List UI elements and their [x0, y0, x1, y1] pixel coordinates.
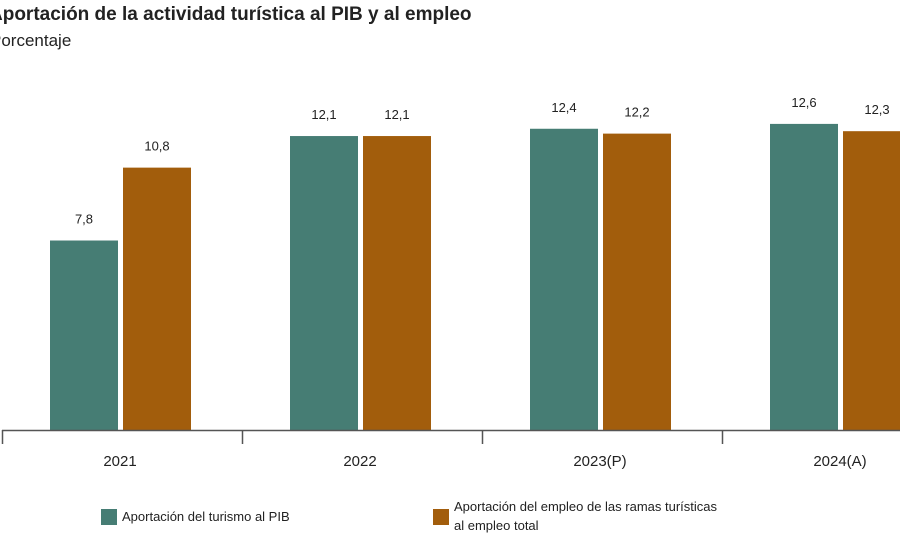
x-tick-label: 2022 [343, 453, 376, 470]
data-label: 12,1 [384, 107, 409, 122]
data-label: 12,2 [624, 105, 649, 120]
bar-chart: 7,8 10,8 2021 12,1 12,1 2022 12,4 12,2 2023(P) 12… [1, 95, 900, 470]
legend-swatch-pib [101, 509, 117, 525]
data-label: 12,3 [864, 102, 889, 117]
bar-2024(A)-empleo [843, 131, 900, 430]
bar-2024(A)-pib [770, 123, 838, 430]
x-tick-label: 2021 [103, 453, 136, 470]
x-tick-label: 2024(A) [813, 453, 866, 470]
bar-2021-empleo [123, 167, 191, 430]
x-tick-label: 2023(P) [573, 453, 626, 470]
data-label: 12,4 [551, 100, 576, 115]
legend-label-empleo-line1: Aportación del empleo de las ramas turís… [454, 499, 718, 514]
legend-label-empleo-line2: al empleo total [454, 518, 539, 533]
bar-2023(P)-empleo [603, 133, 671, 430]
legend-swatch-empleo [433, 509, 449, 525]
legend-item-pib: Aportación del turismo al PIB [101, 507, 290, 526]
data-label: 10,8 [144, 139, 169, 154]
data-label: 12,1 [311, 107, 336, 122]
chart-subtitle: Porcentaje [0, 31, 72, 50]
legend-item-empleo: Aportación del empleo de las ramas turís… [433, 497, 717, 535]
bar-2021-pib [50, 240, 118, 430]
bar-2022-pib [290, 136, 358, 430]
bar-2023(P)-pib [530, 128, 598, 430]
data-label: 7,8 [75, 212, 93, 227]
chart-title: Aportación de la actividad turística al … [0, 4, 472, 25]
data-label: 12,6 [791, 95, 816, 110]
legend-label-pib: Aportación del turismo al PIB [122, 509, 290, 524]
bar-2022-empleo [363, 136, 431, 430]
